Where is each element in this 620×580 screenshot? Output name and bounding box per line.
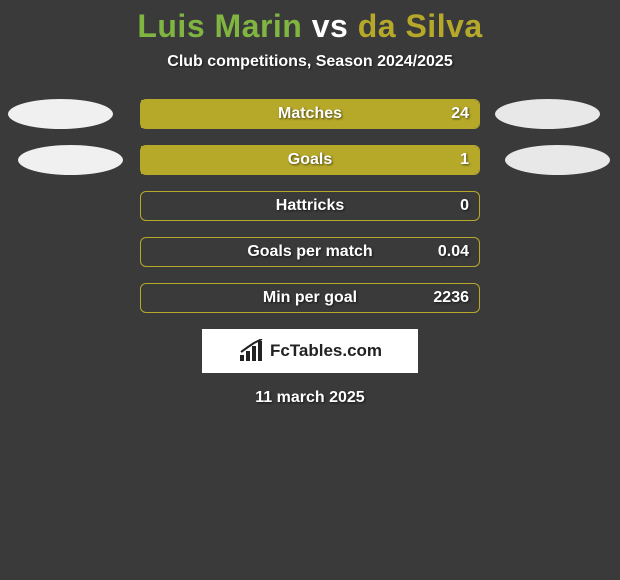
stat-value-right: 0 <box>460 197 469 215</box>
stat-label: Matches <box>278 105 342 123</box>
bar-chart-icon <box>238 339 266 363</box>
comparison-content: Matches 24 Goals 1 Hattricks 0 Goals per match… <box>0 99 620 407</box>
player1-logo <box>8 99 113 129</box>
stat-row: Goals per match 0.04 <box>140 237 480 267</box>
brand-text: FcTables.com <box>270 341 382 361</box>
stat-row: Matches 24 <box>140 99 480 129</box>
date-label: 11 march 2025 <box>8 389 612 407</box>
stat-value-right: 0.04 <box>438 243 469 261</box>
player2-logo-2 <box>505 145 610 175</box>
stat-value-right: 24 <box>451 105 469 123</box>
title-player1: Luis Marin <box>137 8 302 44</box>
title-player2: da Silva <box>358 8 483 44</box>
stat-row: Goals 1 <box>140 145 480 175</box>
player1-logo-2 <box>18 145 123 175</box>
subtitle: Club competitions, Season 2024/2025 <box>0 53 620 71</box>
brand-footer: FcTables.com <box>202 329 418 373</box>
stat-label: Hattricks <box>276 197 344 215</box>
stat-value-right: 1 <box>460 151 469 169</box>
stat-value-right: 2236 <box>433 289 469 307</box>
player2-logo <box>495 99 600 129</box>
stat-row: Min per goal 2236 <box>140 283 480 313</box>
title-vs: vs <box>312 8 349 44</box>
stat-label: Goals <box>288 151 332 169</box>
stat-rows: Matches 24 Goals 1 Hattricks 0 Goals per match… <box>8 99 612 313</box>
stat-label: Goals per match <box>247 243 372 261</box>
page-title: Luis Marin vs da Silva <box>0 0 620 45</box>
stat-label: Min per goal <box>263 289 357 307</box>
stat-row: Hattricks 0 <box>140 191 480 221</box>
